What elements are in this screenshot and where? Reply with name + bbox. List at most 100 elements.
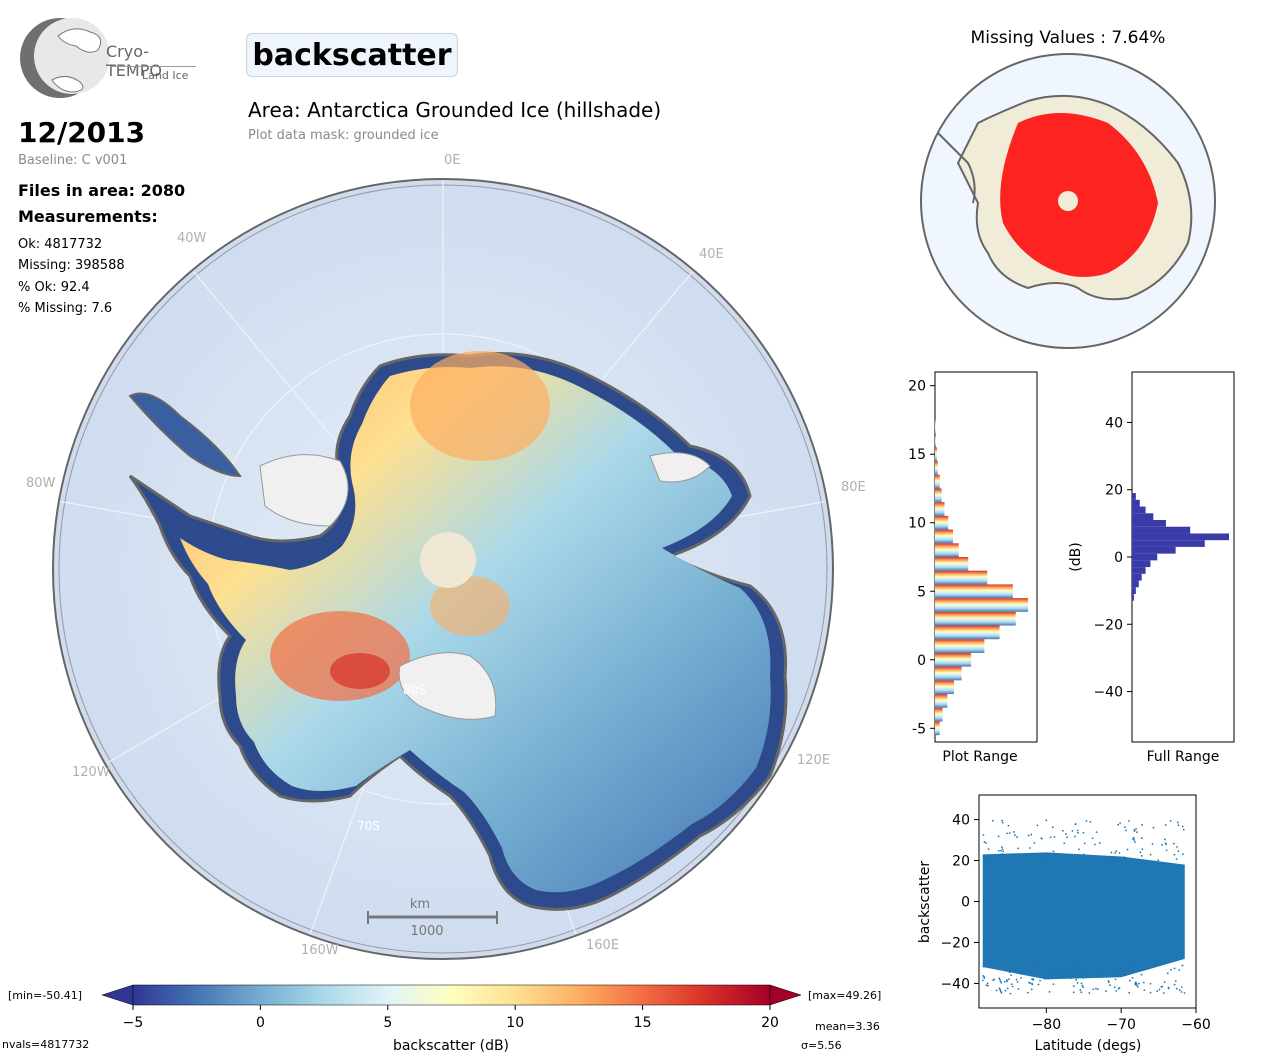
lat-label-80s: 80S (403, 683, 426, 697)
scatter-point (1006, 969, 1009, 971)
scatter-point (1117, 971, 1120, 974)
full-hist-bar (1132, 594, 1134, 601)
files-label: Files in area: 2080 (18, 181, 186, 200)
scatter-point (1052, 850, 1055, 853)
plot-hist-ytick: -5 (912, 721, 926, 737)
scatter-point (1006, 832, 1008, 835)
scatter-point (1044, 977, 1047, 980)
scatter-point (1180, 991, 1183, 993)
plot-hist-bar (935, 611, 1016, 626)
scatter-point (1167, 987, 1170, 990)
scatter-point (1075, 970, 1078, 973)
scatter-point (1085, 820, 1088, 822)
scatter-point (1026, 991, 1029, 994)
scatter-point (1011, 985, 1014, 988)
scatter-point (1178, 969, 1181, 971)
plot-hist-bar (935, 515, 949, 530)
scatter-point (1131, 966, 1133, 968)
plot-hist-bar (935, 584, 1013, 599)
scatter-point (1065, 833, 1067, 835)
scatter-ytick: −20 (940, 935, 970, 951)
scatter-point (1096, 968, 1099, 971)
colorbar-tick: 0 (256, 1015, 265, 1031)
full-hist-bar (1132, 573, 1142, 581)
scatter-point (982, 855, 985, 858)
scatter-point (1049, 836, 1052, 839)
scatter-point (1044, 857, 1047, 859)
scatter-point (1010, 974, 1012, 977)
scatter-point (1062, 975, 1065, 978)
scatter-point (1114, 851, 1117, 854)
antarctica-map: 80S 70S km 1000 (52, 178, 834, 960)
colorbar-tick: 15 (634, 1015, 652, 1031)
scatter-point (1013, 831, 1015, 833)
scatter-point (1020, 976, 1022, 979)
scatter-point (1061, 855, 1064, 858)
scatter-point (1093, 843, 1096, 846)
full-hist-bar (1132, 520, 1166, 527)
scatter-point (1140, 854, 1143, 857)
scatter-point (1076, 829, 1079, 832)
scatter-point (1008, 832, 1011, 835)
scatter-point (1084, 969, 1087, 972)
plot-hist-bar (935, 461, 938, 475)
scatter-point (1175, 987, 1178, 990)
lon-label-120e: 120E (797, 753, 831, 768)
scatter-dense-band (982, 852, 1185, 980)
scatter-point (1070, 964, 1073, 967)
full-hist-ytick: 40 (1105, 415, 1123, 431)
plot-hist-bar (935, 652, 972, 667)
full-hist-bar (1132, 506, 1146, 514)
scatter-point (1180, 986, 1183, 988)
scatter-point (1053, 973, 1056, 976)
scatter-point (1045, 819, 1048, 822)
scatter-point (1071, 830, 1074, 832)
scatter-point (1008, 978, 1010, 981)
scatter-point (1131, 838, 1134, 840)
scatter-point (1118, 987, 1121, 989)
scatter-point (1128, 991, 1131, 994)
scatter-point (1079, 989, 1082, 991)
scatter-ytick: 20 (952, 854, 970, 870)
scatter-point (1125, 829, 1127, 832)
scatter-point (1027, 834, 1030, 837)
scatter-point (1016, 981, 1019, 983)
mean-label: mean=3.36 (815, 1020, 880, 1033)
scatter-point (1010, 983, 1013, 986)
amery-ice-shelf (649, 452, 711, 483)
scatter-point (1100, 972, 1102, 975)
scatter-point (1000, 991, 1003, 994)
full-range-label: Full Range (1147, 749, 1220, 765)
plot-hist-ytick: 15 (908, 447, 926, 463)
scatter-point (1001, 821, 1004, 824)
scatter-point (997, 849, 1000, 852)
scatter-point (1124, 859, 1127, 862)
sigma-label: σ=5.56 (801, 1039, 842, 1052)
colorbar-tick: −5 (123, 1015, 144, 1031)
scatter-point (1061, 829, 1064, 832)
stat-missing: Missing: 398588 (18, 258, 125, 273)
scatter-point (1163, 838, 1166, 841)
scatter-point (1181, 964, 1184, 967)
scatter-xtick: −70 (1106, 1017, 1136, 1033)
scatter-point (1014, 834, 1016, 837)
missing-values-map (920, 53, 1216, 349)
scatter-point (1143, 989, 1146, 992)
scatter-point (1029, 982, 1032, 984)
full-range-ylabel: (dB) (1068, 542, 1084, 571)
scatter-point (1177, 821, 1179, 824)
scatter-point (1123, 856, 1126, 859)
scatter-point (1107, 980, 1110, 982)
scatter-point (1017, 847, 1020, 850)
scatter-point (983, 977, 986, 980)
scatter-point (1050, 973, 1053, 975)
scatter-point (993, 978, 996, 981)
scatter-point (1172, 842, 1175, 845)
lon-label-0e: 0E (444, 153, 461, 168)
warm-patch-dronning-maud (410, 351, 550, 461)
scatter-point (1134, 981, 1137, 984)
scatter-point (1074, 823, 1077, 825)
scatter-point (1082, 977, 1085, 979)
plot-hist-bar (935, 502, 945, 516)
colorbar-tick: 10 (506, 1015, 524, 1031)
